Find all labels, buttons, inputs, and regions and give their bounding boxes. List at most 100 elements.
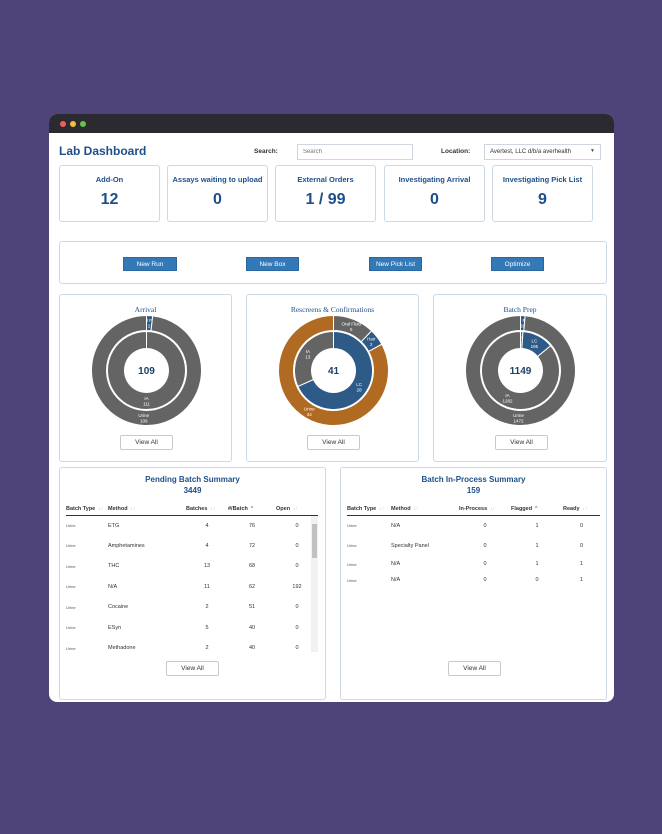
column-header[interactable]: Method ↓↑ bbox=[108, 503, 186, 516]
donut-total: 1149 bbox=[510, 366, 532, 377]
outer-label: Urine bbox=[513, 413, 524, 418]
new-run-button[interactable]: New Run bbox=[123, 257, 177, 271]
arrival-view-all-button[interactable]: View All bbox=[120, 435, 173, 450]
outer-value: 34 bbox=[307, 412, 313, 417]
close-window-icon[interactable] bbox=[60, 121, 66, 127]
outer-slice-urine[interactable] bbox=[278, 314, 389, 426]
stat-value: 1 / 99 bbox=[305, 191, 346, 208]
column-header[interactable]: In-Process ↓↑ bbox=[459, 503, 511, 516]
minimize-window-icon[interactable] bbox=[70, 121, 76, 127]
table-row[interactable]: Urine THC 13 68 0 bbox=[66, 563, 299, 570]
outer-slice-urine[interactable] bbox=[465, 314, 576, 426]
rescreens-view-all-button[interactable]: View All bbox=[307, 435, 360, 450]
column-header[interactable]: Flagged ^ bbox=[511, 503, 563, 516]
inner-slice-lc[interactable] bbox=[297, 330, 373, 410]
column-header[interactable]: Batches ↓↑ bbox=[186, 503, 228, 516]
stat-value: 0 bbox=[430, 191, 439, 208]
table-row[interactable]: Urine ETG 4 76 0 bbox=[66, 522, 299, 529]
inner-value: 28 bbox=[357, 388, 363, 393]
search-label: Search: bbox=[254, 148, 278, 155]
stat-label: Investigating Pick List bbox=[502, 175, 583, 184]
optimize-button[interactable]: Optimize bbox=[491, 257, 544, 271]
location-select[interactable]: Avertest, LLC d/b/a averhealth ▼ bbox=[484, 144, 601, 160]
inner-slice-ia[interactable] bbox=[481, 330, 560, 410]
inner-slice-ia[interactable] bbox=[294, 330, 334, 388]
new-pick-list-button[interactable]: New Pick List bbox=[369, 257, 422, 271]
table-row[interactable]: Urine ESyn 5 40 0 bbox=[66, 624, 299, 631]
scrollbar-thumb[interactable] bbox=[312, 524, 317, 558]
location-value: Avertest, LLC d/b/a averhealth bbox=[490, 149, 571, 155]
outer-value: 109 bbox=[140, 418, 148, 423]
table-row[interactable]: Urine N/A 0 1 1 bbox=[347, 561, 584, 567]
batch-prep-view-all-button[interactable]: View All bbox=[495, 435, 548, 450]
pending-count: 3449 bbox=[183, 486, 202, 495]
stat-value: 12 bbox=[100, 191, 119, 208]
chevron-down-icon: ▼ bbox=[590, 148, 595, 154]
inner-value: 13 bbox=[305, 354, 311, 359]
inprocess-view-all-button[interactable]: View All bbox=[448, 661, 501, 676]
inner-value: 195 bbox=[531, 344, 539, 349]
outer-slice-urine[interactable] bbox=[91, 314, 202, 426]
inner-value: 15 bbox=[519, 341, 525, 346]
table-row[interactable]: Urine Cocaine 2 51 0 bbox=[66, 604, 299, 611]
column-header[interactable]: Batch Type ↓↑ bbox=[66, 503, 108, 516]
stat-card-assays-waiting[interactable]: Assays waiting to upload 0 bbox=[167, 165, 268, 222]
table-row[interactable]: Urine N/A 0 1 0 bbox=[347, 522, 584, 529]
stat-card-investigating-pick-list[interactable]: Investigating Pick List 9 bbox=[492, 165, 593, 222]
outer-value: 1472 bbox=[513, 418, 524, 423]
outer-value: 2 bbox=[370, 342, 373, 347]
inner-label: IA bbox=[144, 396, 148, 401]
inner-value: 1282 bbox=[502, 399, 513, 404]
outer-label: Urine bbox=[138, 413, 149, 418]
inner-label: LC bbox=[356, 382, 363, 387]
outer-label: Oral Fluid bbox=[139, 318, 159, 323]
table-row[interactable]: Urine Specialty Panel 0 1 0 bbox=[347, 542, 584, 549]
inner-value: 111 bbox=[143, 402, 150, 407]
outer-label: Hair bbox=[367, 337, 376, 342]
pending-table: Batch Type ↓↑ Method ↓↑ Batches ↓↑ #/Batch ^… bbox=[66, 503, 318, 659]
chart-title: Rescreens & Confirmations bbox=[290, 305, 375, 314]
outer-label: Oral Fluid bbox=[341, 321, 361, 326]
table-row[interactable]: Urine N/A 11 62 192 bbox=[66, 583, 302, 590]
table-row[interactable]: Urine Methadone 2 40 0 bbox=[66, 645, 299, 652]
column-header[interactable]: Method ↓↑ bbox=[391, 503, 459, 516]
outer-value: 5 bbox=[350, 327, 353, 332]
column-header[interactable]: Batch Type ↓↑ bbox=[347, 503, 391, 516]
page-title: Lab Dashboard bbox=[59, 144, 147, 158]
pending-view-all-button[interactable]: View All bbox=[166, 661, 219, 676]
donut-total: 41 bbox=[328, 366, 340, 377]
inprocess-title: Batch In-Process Summary bbox=[421, 475, 526, 484]
new-box-button[interactable]: New Box bbox=[246, 257, 299, 271]
table-row[interactable]: Urine N/A 0 0 1 bbox=[347, 577, 584, 583]
donut-center bbox=[126, 350, 167, 391]
donut-center bbox=[500, 350, 541, 391]
donut-center bbox=[313, 350, 354, 391]
stat-card-investigating-arrival[interactable]: Investigating Arrival 0 bbox=[384, 165, 485, 222]
table-row[interactable]: Urine Amphetamines 4 72 0 bbox=[66, 542, 299, 549]
arrival-chart-card: Arrival Oral Fluid 2 Urine 109 IA 111 109 View… bbox=[59, 294, 232, 462]
inner-label: IA bbox=[306, 349, 310, 354]
inner-slice-ia[interactable] bbox=[106, 330, 186, 410]
outer-value: 20 bbox=[520, 324, 526, 329]
stat-card-add-on[interactable]: Add-On 12 bbox=[59, 165, 160, 222]
column-header[interactable]: #/Batch ^ bbox=[228, 503, 276, 516]
maximize-window-icon[interactable] bbox=[80, 121, 86, 127]
donut-total: 109 bbox=[138, 366, 155, 377]
location-label: Location: bbox=[441, 148, 471, 155]
inprocess-table: Batch Type ↓↑ Method ↓↑ In-Process ↓↑ Flagg… bbox=[347, 503, 600, 588]
column-header[interactable]: Ready ↓↑ bbox=[563, 503, 600, 516]
stat-label: External Orders bbox=[297, 175, 354, 184]
window-titlebar bbox=[49, 114, 614, 133]
inner-label: PACT bbox=[516, 335, 528, 340]
batch-prep-chart-card: Batch Prep Oral Fluid 20 Urine 1472 PACT 15 LC… bbox=[433, 294, 607, 462]
stat-value: 9 bbox=[538, 191, 547, 208]
search-input[interactable] bbox=[297, 144, 413, 160]
outer-label: Urine bbox=[304, 406, 315, 411]
column-header[interactable]: Open ↓↑ bbox=[276, 503, 318, 516]
chart-title: Batch Prep bbox=[503, 305, 537, 314]
rescreens-chart-card: Rescreens & Confirmations Oral Fluid 5 Hai… bbox=[246, 294, 419, 462]
pending-scrollbar[interactable] bbox=[311, 516, 318, 652]
stat-card-external-orders[interactable]: External Orders 1 / 99 bbox=[275, 165, 376, 222]
